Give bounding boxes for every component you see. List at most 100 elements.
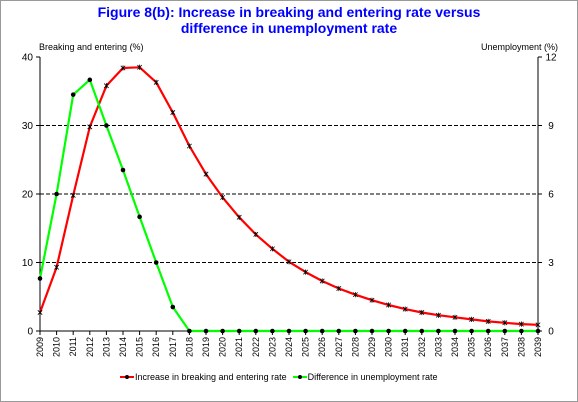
- x-tick-label: 2036: [483, 337, 493, 357]
- chart-title-line-1: Figure 8(b): Increase in breaking and en…: [97, 4, 481, 20]
- left-tick-label: 40: [22, 53, 34, 64]
- data-point-unemployment: [220, 328, 225, 334]
- data-point-breaking-entering: [186, 143, 192, 149]
- left-tick-label: 20: [22, 190, 34, 201]
- data-point-unemployment: [419, 328, 425, 334]
- x-tick-label: 2031: [400, 337, 410, 357]
- left-axis-title: Breaking and entering (%): [39, 42, 144, 52]
- right-tick-label: 3: [548, 258, 554, 269]
- data-point-breaking-entering: [236, 214, 242, 220]
- data-point-unemployment: [203, 328, 209, 334]
- x-tick-label: 2024: [284, 337, 294, 357]
- x-tick-label: 2026: [317, 337, 327, 357]
- right-axis-title: Unemployment (%): [480, 42, 558, 52]
- x-tick-label: 2029: [367, 337, 377, 357]
- data-point-unemployment: [469, 328, 474, 334]
- x-tick-label: 2017: [168, 337, 178, 357]
- data-point-breaking-entering: [203, 171, 209, 177]
- x-tick-label: 2013: [101, 337, 111, 357]
- data-point-breaking-entering: [469, 316, 475, 322]
- data-point-breaking-entering: [37, 309, 43, 316]
- data-point-unemployment: [402, 328, 408, 334]
- x-tick-label: 2016: [151, 337, 161, 357]
- legend-item-unemployment: Difference in unemployment rate: [292, 372, 438, 382]
- x-tick-label: 2032: [417, 337, 427, 357]
- data-point-breaking-entering: [120, 65, 126, 71]
- data-point-unemployment: [153, 260, 159, 265]
- x-tick-label: 2038: [516, 337, 526, 357]
- legend-label-breaking-entering: Increase in breaking and entering rate: [135, 372, 287, 382]
- x-tick-label: 2021: [234, 337, 244, 357]
- data-point-breaking-entering: [269, 246, 275, 252]
- data-point-unemployment: [319, 328, 325, 334]
- right-tick-label: 6: [548, 190, 554, 201]
- series-line-breaking-entering: [38, 66, 539, 326]
- data-point-unemployment: [236, 328, 242, 334]
- data-point-unemployment: [137, 214, 142, 220]
- data-point-breaking-entering: [435, 312, 441, 318]
- data-point-unemployment: [303, 328, 308, 334]
- left-tick-label: 10: [22, 258, 34, 269]
- chart-title-line-2: difference in unemployment rate: [180, 20, 398, 36]
- x-tick-label: 2028: [350, 337, 360, 357]
- data-point-unemployment: [187, 328, 192, 334]
- x-tick-label: 2035: [467, 337, 477, 357]
- data-point-unemployment: [54, 191, 59, 197]
- data-point-unemployment: [519, 328, 524, 334]
- left-tick-label: 30: [22, 121, 34, 132]
- x-tick-label: 2037: [500, 337, 510, 357]
- data-point-breaking-entering: [502, 320, 508, 326]
- x-tick-label: 2018: [184, 337, 194, 357]
- data-point-unemployment: [436, 328, 441, 334]
- data-point-breaking-entering: [137, 64, 143, 70]
- data-point-unemployment: [170, 304, 176, 310]
- legend-swatch-green: [292, 373, 307, 381]
- right-tick-label: 0: [548, 327, 554, 338]
- x-tick-label: 2034: [450, 337, 460, 357]
- x-tick-label: 2009: [35, 337, 45, 357]
- data-point-unemployment: [270, 328, 275, 334]
- data-point-unemployment: [37, 276, 43, 281]
- data-point-breaking-entering: [369, 297, 375, 303]
- data-point-breaking-entering: [535, 322, 541, 328]
- x-tick-label: 2023: [267, 337, 277, 357]
- data-point-unemployment: [535, 328, 541, 334]
- x-tick-label: 2010: [52, 337, 62, 357]
- x-tick-label: 2019: [201, 337, 211, 357]
- left-tick-label: 0: [27, 327, 33, 338]
- legend: Increase in breaking and entering rate D…: [120, 370, 444, 384]
- x-tick-label: 2020: [218, 337, 228, 357]
- legend-swatch-red: [120, 373, 134, 381]
- data-point-breaking-entering: [402, 306, 408, 312]
- data-point-breaking-entering: [386, 302, 392, 308]
- legend-label-unemployment: Difference in unemployment rate: [307, 372, 438, 382]
- data-point-unemployment: [253, 328, 259, 334]
- data-point-breaking-entering: [286, 259, 292, 265]
- data-point-unemployment: [485, 328, 491, 334]
- data-point-unemployment: [286, 328, 292, 334]
- data-point-breaking-entering: [303, 269, 309, 275]
- x-tick-label: 2015: [135, 337, 145, 357]
- data-point-unemployment: [70, 92, 76, 97]
- x-tick-label: 2011: [68, 337, 78, 356]
- data-point-unemployment: [120, 167, 126, 173]
- data-point-unemployment: [87, 77, 93, 83]
- right-tick-label: 12: [545, 53, 557, 64]
- x-tick-label: 2027: [334, 337, 344, 357]
- data-point-breaking-entering: [70, 192, 76, 198]
- data-point-breaking-entering: [352, 292, 358, 298]
- x-tick-label: 2014: [118, 337, 128, 357]
- x-tick-label: 2012: [85, 337, 95, 357]
- chart-title: Figure 8(b): Increase in breaking and en…: [0, 4, 578, 36]
- data-point-breaking-entering: [419, 309, 425, 316]
- data-point-breaking-entering: [319, 278, 325, 284]
- x-tick-label: 2022: [251, 337, 261, 357]
- data-point-breaking-entering: [54, 264, 60, 270]
- x-tick-label: 2025: [301, 337, 311, 357]
- data-point-unemployment: [386, 328, 391, 334]
- data-point-breaking-entering: [452, 314, 458, 320]
- data-point-unemployment: [104, 123, 109, 128]
- data-point-breaking-entering: [518, 321, 524, 327]
- x-tick-label: 2039: [533, 337, 543, 357]
